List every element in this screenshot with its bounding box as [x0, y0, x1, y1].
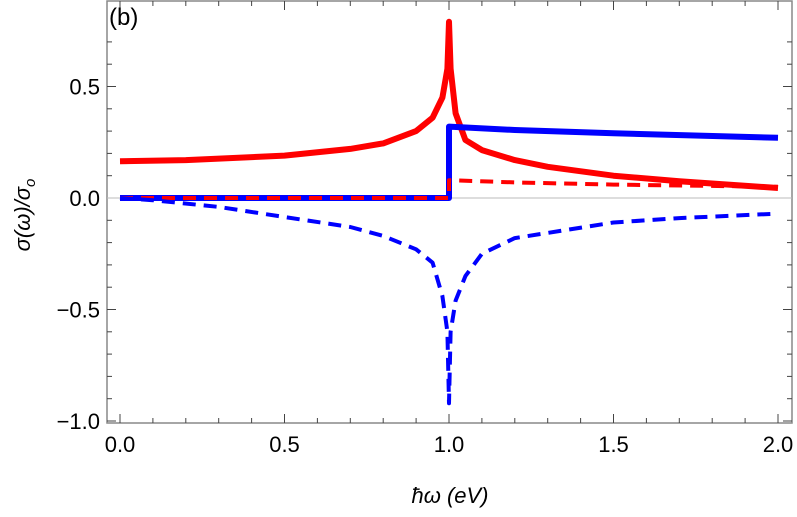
y-axis-label: σ(ω)/σo [10, 179, 39, 252]
y-tick-label: 0.5 [69, 75, 100, 100]
x-axis-label-text: ħω (eV) [411, 483, 488, 508]
x-tick-label: 2.0 [763, 432, 794, 457]
x-tick-label: 0.0 [105, 432, 136, 457]
tick-labels: 0.0 0.5 1.0 1.5 2.0 −1.0 −0.5 0.0 0.5 [57, 75, 794, 458]
axes-frame [106, 0, 793, 424]
x-axis-label: ħω (eV) [411, 483, 488, 508]
y-axis-label-subscript: o [22, 179, 39, 187]
panel-label: (b) [109, 4, 138, 31]
x-tick-label: 0.5 [269, 432, 300, 457]
series-group [119, 18, 779, 406]
series-1-solid-line [119, 18, 779, 191]
x-tick-label: 1.5 [598, 432, 629, 457]
x-tick-label: 1.0 [434, 432, 465, 457]
series-4-dashed-line [119, 196, 779, 406]
series-3-dashed-line [120, 178, 779, 200]
y-tick-label: −0.5 [57, 298, 100, 323]
y-tick-label: −1.0 [57, 409, 100, 434]
y-axis-label-text: σ(ω)/σ [10, 186, 35, 251]
y-tick-label: 0.0 [69, 186, 100, 211]
